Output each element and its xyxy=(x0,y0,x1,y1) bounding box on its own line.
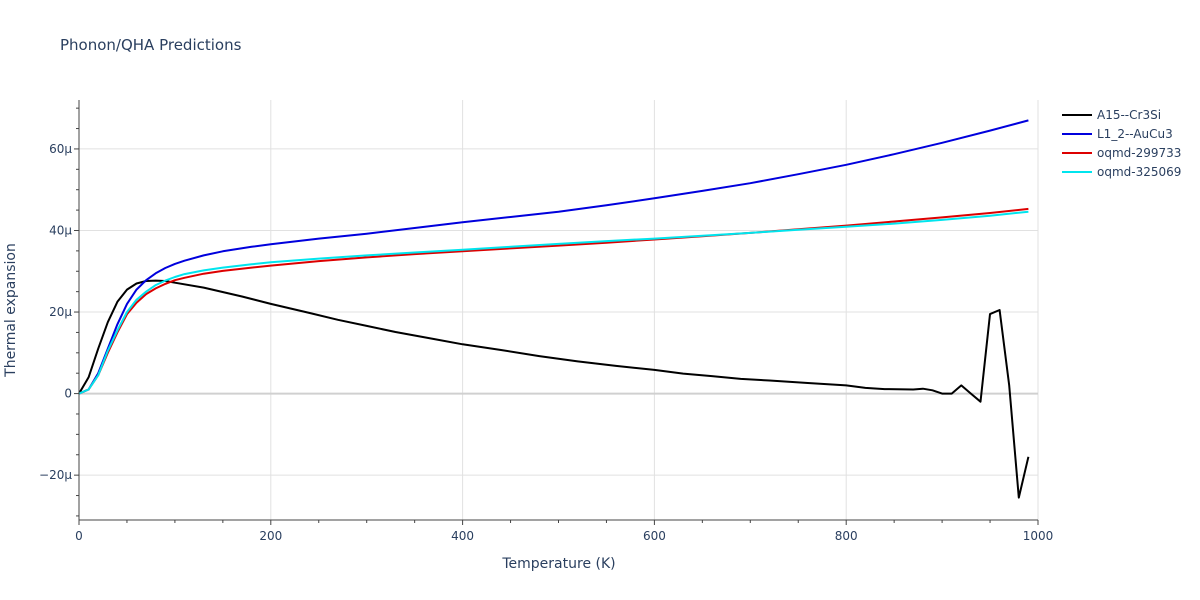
legend-item[interactable]: L1_2--AuCu3 xyxy=(1062,127,1173,141)
x-tick-label: 1000 xyxy=(1023,529,1054,543)
axes: 0 200 400 600 800 1000 −20μ 0 20μ 40μ 60μ xyxy=(39,100,1053,543)
series-line-A15--Cr3Si xyxy=(78,279,1030,499)
grid-lines xyxy=(79,100,1039,520)
y-tick-label: 60μ xyxy=(49,142,72,156)
y-tick-label: 0 xyxy=(64,387,72,401)
legend-item[interactable]: oqmd-299733 xyxy=(1062,146,1181,160)
legend-item[interactable]: oqmd-325069 xyxy=(1062,165,1181,179)
legend-label: oqmd-325069 xyxy=(1097,165,1181,179)
x-tick-label: 600 xyxy=(643,529,666,543)
x-tick-label: 800 xyxy=(835,529,858,543)
y-tick-label: 40μ xyxy=(49,223,72,237)
chart-title: Phonon/QHA Predictions xyxy=(60,36,242,54)
legend[interactable]: A15--Cr3Si L1_2--AuCu3 oqmd-299733 oqmd-325… xyxy=(1062,108,1181,179)
x-tick-label: 200 xyxy=(259,529,282,543)
legend-label: oqmd-299733 xyxy=(1097,146,1181,160)
x-tick-label: 0 xyxy=(75,529,83,543)
series-line-oqmd-325069 xyxy=(78,210,1029,395)
series-line-oqmd-299733 xyxy=(78,207,1029,395)
legend-label: L1_2--AuCu3 xyxy=(1097,127,1173,141)
legend-label: A15--Cr3Si xyxy=(1097,108,1161,122)
y-axis-title: Thermal expansion xyxy=(3,243,19,378)
x-tick-label: 400 xyxy=(451,529,474,543)
y-tick-label: −20μ xyxy=(39,468,72,482)
series-line-L1_2--AuCu3 xyxy=(78,119,1029,395)
plot-area xyxy=(78,119,1030,499)
legend-item[interactable]: A15--Cr3Si xyxy=(1062,108,1161,122)
x-axis-title: Temperature (K) xyxy=(501,556,615,572)
y-tick-label: 20μ xyxy=(49,305,72,319)
